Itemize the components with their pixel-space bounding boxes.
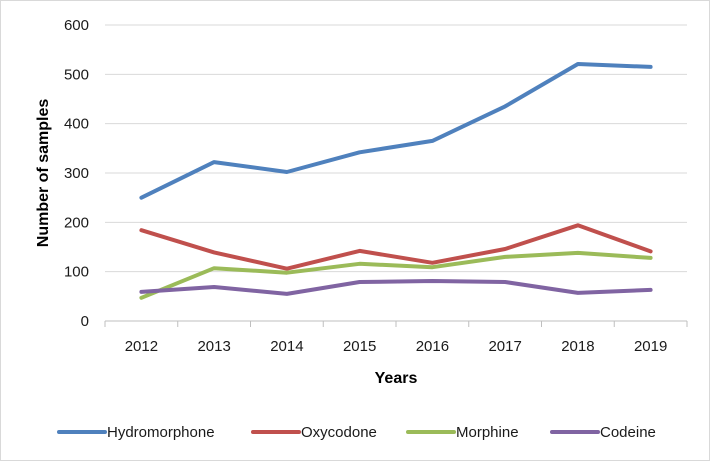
y-axis-title: Number of samples	[35, 99, 52, 248]
y-tick-label: 0	[81, 313, 89, 330]
x-tick-label: 2015	[343, 338, 376, 355]
y-tick-label: 500	[64, 66, 89, 83]
x-tick-label: 2013	[197, 338, 230, 355]
x-tick-label: 2016	[416, 338, 449, 355]
legend-label: Codeine	[600, 424, 656, 441]
x-axis-title: Years	[375, 370, 418, 387]
legend-label: Morphine	[456, 424, 519, 441]
series-line-morphine	[139, 250, 653, 300]
y-tick-label: 300	[64, 165, 89, 182]
x-tick-label: 2018	[561, 338, 594, 355]
legend-label: Hydromorphone	[107, 424, 215, 441]
y-tick-label: 200	[64, 214, 89, 231]
axes	[104, 320, 688, 327]
legend-label: Oxycodone	[301, 424, 377, 441]
series-lines	[139, 62, 653, 300]
x-tick-label: 2019	[634, 338, 667, 355]
series-line-hydromorphone	[139, 62, 653, 200]
gridlines	[105, 24, 687, 273]
x-tick-label: 2012	[125, 338, 158, 355]
legend: Hydromorphone Oxycodone Morphine Codeine	[57, 424, 656, 441]
series-line-oxycodone	[139, 223, 653, 271]
x-tick-label: 2014	[270, 338, 303, 355]
series-line-codeine	[139, 279, 653, 296]
tick-labels: 0 100 200 300 400 500 600 2012 2013 2014 2015 2016 2…	[64, 17, 667, 355]
y-tick-label: 600	[64, 17, 89, 34]
x-tick-label: 2017	[488, 338, 521, 355]
y-tick-label: 100	[64, 264, 89, 281]
y-tick-label: 400	[64, 116, 89, 133]
